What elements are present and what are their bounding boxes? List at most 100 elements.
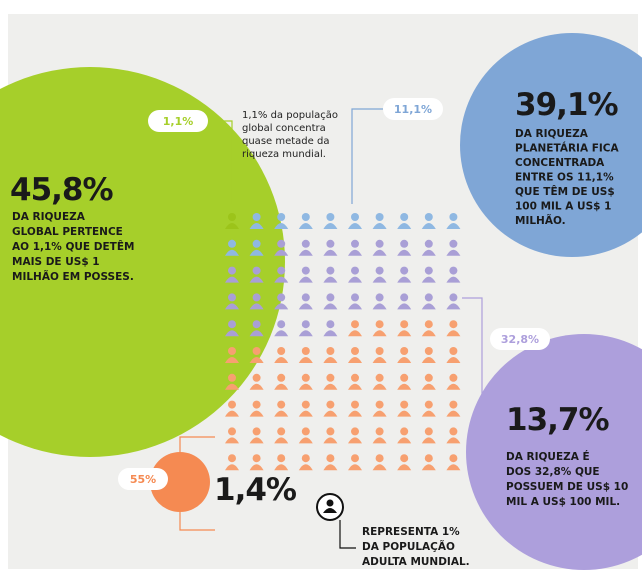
person-body — [446, 330, 461, 337]
person-head — [228, 266, 236, 275]
person-head — [400, 320, 409, 329]
person-body — [397, 410, 412, 417]
person-body — [348, 276, 362, 283]
person-body — [298, 223, 313, 229]
person-head — [449, 293, 458, 302]
green-circle — [0, 67, 285, 457]
person-head — [351, 454, 359, 463]
person-body — [274, 276, 289, 283]
person-head — [424, 293, 433, 302]
person-body — [298, 410, 313, 417]
person-head — [301, 373, 310, 382]
person-body — [397, 330, 412, 337]
text-line: QUE TÊM DE US$ — [515, 185, 615, 198]
tag-pill — [118, 468, 168, 490]
person-body — [397, 383, 412, 390]
person-body — [372, 303, 387, 310]
person-body — [225, 464, 239, 471]
text-line: riqueza mundial. — [242, 149, 326, 160]
text-line: ENTRE OS 11,1% — [515, 172, 614, 184]
text-line: DOS 32,8% QUE — [506, 466, 600, 478]
person-body — [446, 357, 461, 363]
person-head — [375, 454, 384, 463]
person-body — [225, 383, 239, 390]
person-body — [298, 276, 313, 283]
person-body — [225, 249, 239, 256]
person-body — [446, 437, 461, 444]
person-body — [249, 383, 264, 390]
orange-big: 1,4% — [214, 472, 297, 508]
person-body — [446, 223, 461, 229]
person-head — [326, 213, 335, 221]
person-head — [375, 400, 384, 409]
person-head — [326, 239, 335, 248]
person-body — [249, 437, 264, 444]
text-line: global concentra — [242, 123, 326, 134]
person-body — [274, 437, 289, 444]
person-body — [397, 303, 412, 310]
person-head — [301, 239, 310, 248]
person-head — [351, 373, 359, 382]
green-tag: 1,1% — [163, 115, 194, 128]
person-head — [400, 213, 409, 221]
person-body — [323, 303, 338, 310]
person-body — [421, 249, 436, 256]
person-head — [277, 400, 286, 409]
person-body — [348, 437, 362, 444]
text-line: MILHÃO EM POSSES. — [12, 270, 134, 283]
person-head — [301, 427, 310, 436]
person-body — [249, 464, 264, 471]
person-head — [424, 427, 433, 436]
person-body — [323, 223, 338, 229]
green-big: 45,8% — [10, 172, 113, 208]
person-head — [351, 293, 359, 302]
text-line: ADULTA MUNDIAL. — [362, 556, 470, 568]
person-body — [348, 383, 362, 390]
person-body — [249, 303, 264, 310]
person-body — [323, 464, 338, 471]
person-body — [348, 464, 362, 471]
person-body — [274, 464, 289, 471]
tag-pill — [490, 328, 550, 350]
person-body — [348, 223, 362, 229]
person-head — [326, 454, 335, 463]
person-head — [449, 320, 458, 329]
person-head — [449, 373, 458, 382]
person-body — [298, 357, 313, 363]
person-body — [421, 223, 436, 229]
person-body — [348, 357, 362, 363]
person-body — [323, 410, 338, 417]
person-head — [375, 239, 384, 248]
person-body — [274, 249, 289, 256]
person-body — [225, 276, 239, 283]
person-head — [277, 266, 286, 275]
person-head — [351, 400, 359, 409]
person-body — [446, 464, 461, 471]
person-body — [298, 383, 313, 390]
person-head — [277, 373, 286, 382]
person-head — [277, 320, 286, 329]
green-connector — [208, 120, 233, 204]
person-body — [348, 249, 362, 256]
legend-icon-head — [326, 499, 334, 507]
person-head — [252, 293, 261, 302]
person-head — [400, 239, 409, 248]
person-body — [274, 410, 289, 417]
person-head — [301, 293, 310, 302]
text-line: DA RIQUEZA É — [506, 450, 590, 463]
person-body — [421, 437, 436, 444]
person-head — [228, 320, 236, 329]
person-body — [421, 410, 436, 417]
person-head — [375, 293, 384, 302]
person-head — [326, 347, 335, 355]
person-head — [252, 320, 261, 329]
text-line: MAIS DE US$ 1 — [12, 256, 100, 268]
person-head — [228, 400, 236, 409]
person-body — [372, 410, 387, 417]
legend-connector — [339, 520, 356, 549]
person-head — [252, 454, 261, 463]
person-body — [446, 276, 461, 283]
person-head — [252, 427, 261, 436]
person-head — [351, 427, 359, 436]
person-head — [277, 454, 286, 463]
